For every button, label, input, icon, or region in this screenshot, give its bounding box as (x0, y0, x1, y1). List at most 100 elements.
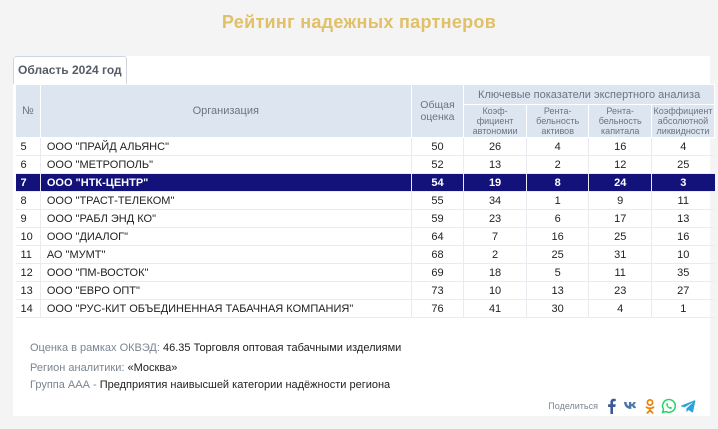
region-label: Регион аналитики: (30, 362, 125, 374)
autonomy-cell: 18 (463, 263, 527, 282)
liquidity-cell: 16 (651, 227, 715, 246)
roa-cell: 4 (526, 137, 590, 156)
liquidity-cell: 27 (651, 281, 715, 300)
region-info: Регион аналитики: «Москва» (30, 362, 177, 374)
whatsapp-icon[interactable] (661, 398, 677, 414)
overall-score-cell: 54 (411, 173, 465, 192)
row-num-cell: 11 (15, 245, 41, 264)
liquidity-cell: 10 (651, 245, 715, 264)
overall-score-cell: 69 (411, 263, 465, 282)
liquidity-cell: 4 (651, 137, 715, 156)
table-row[interactable]: 12 ООО "ПМ-ВОСТОК" 69 18 5 11 35 (15, 263, 715, 282)
liquidity-cell: 13 (651, 209, 715, 228)
share-label: Поделиться (548, 401, 598, 411)
header-key-indicators: Ключевые показатели экспертного анализа (463, 84, 715, 105)
overall-score-cell: 73 (411, 281, 465, 300)
header-overall: Общая оценка (410, 84, 465, 138)
group-value: Предприятия наивысшей категории надёжнос… (99, 379, 391, 391)
autonomy-cell: 41 (463, 299, 527, 318)
liquidity-cell: 35 (651, 263, 715, 282)
table-row[interactable]: 5 ООО "ПРАЙД АЛЬЯНС" 50 26 4 16 4 (15, 137, 715, 156)
table-row[interactable]: 6 ООО "МЕТРОПОЛЬ" 52 13 2 12 25 (15, 155, 715, 174)
table-row[interactable]: 8 ООО "ТРАСТ-ТЕЛЕКОМ" 55 34 1 9 11 (15, 191, 715, 210)
overall-score-cell: 64 (411, 227, 465, 246)
overall-score-cell: 55 (411, 191, 465, 210)
roe-cell: 24 (588, 173, 652, 192)
table-row[interactable]: 14 ООО "РУС-КИТ ОБЪЕДИНЕННАЯ ТАБАЧНАЯ КОМ… (15, 299, 715, 318)
roa-cell: 2 (526, 155, 590, 174)
row-num-cell: 8 (15, 191, 41, 210)
vk-icon[interactable] (623, 398, 639, 414)
header-autonomy: Коэф-фициент автономии (463, 104, 527, 138)
roe-cell: 16 (588, 137, 652, 156)
group-info: Группа ААА - Предприятия наивысшей катег… (30, 379, 390, 391)
roa-cell: 16 (526, 227, 590, 246)
row-num-cell: 5 (15, 137, 41, 156)
autonomy-cell: 23 (463, 209, 527, 228)
region-value: «Москва» (127, 362, 178, 374)
autonomy-cell: 13 (463, 155, 527, 174)
row-num-cell: 13 (15, 281, 41, 300)
rating-table: № Организация Общая оценка Ключевые пока… (15, 84, 715, 318)
roe-cell: 9 (588, 191, 652, 210)
roa-cell: 25 (526, 245, 590, 264)
org-name-cell: ООО "ДИАЛОГ" (40, 227, 412, 246)
facebook-icon[interactable] (604, 398, 620, 414)
liquidity-cell: 3 (651, 173, 715, 192)
okved-value: 46.35 Торговля оптовая табачными изделия… (163, 342, 402, 354)
liquidity-cell: 25 (651, 155, 715, 174)
row-num-cell: 10 (15, 227, 41, 246)
liquidity-cell: 11 (651, 191, 715, 210)
header-roa: Рента-бельность активов (525, 104, 590, 138)
roa-cell: 8 (526, 173, 590, 192)
roa-cell: 13 (526, 281, 590, 300)
header-liquidity: Коэффициент абсолютной ликвидности (651, 104, 715, 138)
odnoklassniki-icon[interactable] (642, 398, 658, 414)
autonomy-cell: 2 (463, 245, 527, 264)
overall-score-cell: 59 (411, 209, 465, 228)
header-roe: Рента-бельность капитала (588, 104, 652, 138)
roe-cell: 25 (588, 227, 652, 246)
roa-cell: 30 (526, 299, 590, 318)
org-name-cell: ООО "РУС-КИТ ОБЪЕДИНЕННАЯ ТАБАЧНАЯ КОМПА… (40, 299, 412, 318)
row-num-cell: 6 (15, 155, 41, 174)
header-org: Организация (39, 84, 412, 138)
liquidity-cell: 1 (651, 299, 715, 318)
roe-cell: 11 (588, 263, 652, 282)
org-name-cell: ООО "ПМ-ВОСТОК" (40, 263, 412, 282)
okved-info: Оценка в рамках ОКВЭД: 46.35 Торговля оп… (30, 342, 401, 354)
org-name-cell: ООО "ПРАЙД АЛЬЯНС" (40, 137, 412, 156)
telegram-icon[interactable] (680, 398, 696, 414)
table-row[interactable]: 13 ООО "ЕВРО ОПТ" 73 10 13 23 27 (15, 281, 715, 300)
autonomy-cell: 7 (463, 227, 527, 246)
autonomy-cell: 10 (463, 281, 527, 300)
overall-score-cell: 50 (411, 137, 465, 156)
table-row[interactable]: 9 ООО "РАБЛ ЭНД КО" 59 23 6 17 13 (15, 209, 715, 228)
org-name-cell: АО "МУМТ" (40, 245, 412, 264)
overall-score-cell: 76 (411, 299, 465, 318)
org-name-cell: ООО "ТРАСТ-ТЕЛЕКОМ" (40, 191, 412, 210)
overall-score-cell: 52 (411, 155, 465, 174)
overall-score-cell: 68 (411, 245, 465, 264)
autonomy-cell: 19 (463, 173, 527, 192)
roe-cell: 31 (588, 245, 652, 264)
roe-cell: 4 (588, 299, 652, 318)
region-year-tab[interactable]: Область 2024 год (13, 56, 127, 84)
table-row[interactable]: 11 АО "МУМТ" 68 2 25 31 10 (15, 245, 715, 264)
roa-cell: 6 (526, 209, 590, 228)
org-name-cell: ООО "РАБЛ ЭНД КО" (40, 209, 412, 228)
autonomy-cell: 34 (463, 191, 527, 210)
row-num-cell: 14 (15, 299, 41, 318)
roe-cell: 23 (588, 281, 652, 300)
group-label: Группа ААА - (30, 379, 97, 391)
header-num: № (15, 84, 41, 138)
table-row-highlighted[interactable]: 7 ООО "НТК-ЦЕНТР" 54 19 8 24 3 (15, 173, 715, 192)
table-row[interactable]: 10 ООО "ДИАЛОГ" 64 7 16 25 16 (15, 227, 715, 246)
roa-cell: 5 (526, 263, 590, 282)
row-num-cell: 7 (15, 173, 41, 192)
autonomy-cell: 26 (463, 137, 527, 156)
row-num-cell: 9 (15, 209, 41, 228)
okved-label: Оценка в рамках ОКВЭД: (30, 342, 160, 354)
org-name-cell: ООО "НТК-ЦЕНТР" (40, 173, 412, 192)
rating-card: Область 2024 год № Организация Общая оце… (13, 56, 715, 416)
